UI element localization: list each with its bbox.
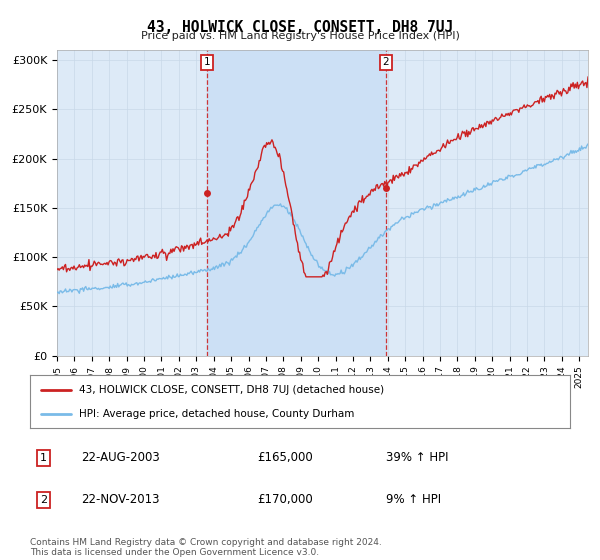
- Text: 39% ↑ HPI: 39% ↑ HPI: [386, 451, 449, 464]
- Text: 43, HOLWICK CLOSE, CONSETT, DH8 7UJ: 43, HOLWICK CLOSE, CONSETT, DH8 7UJ: [147, 20, 453, 35]
- Text: 22-NOV-2013: 22-NOV-2013: [82, 493, 160, 506]
- Text: 1: 1: [40, 453, 47, 463]
- Text: Price paid vs. HM Land Registry's House Price Index (HPI): Price paid vs. HM Land Registry's House …: [140, 31, 460, 41]
- Text: HPI: Average price, detached house, County Durham: HPI: Average price, detached house, Coun…: [79, 409, 354, 419]
- Text: 2: 2: [40, 495, 47, 505]
- Bar: [207, 50, 386, 356]
- Text: 9% ↑ HPI: 9% ↑ HPI: [386, 493, 442, 506]
- Text: £165,000: £165,000: [257, 451, 313, 464]
- Text: 43, HOLWICK CLOSE, CONSETT, DH8 7UJ (detached house): 43, HOLWICK CLOSE, CONSETT, DH8 7UJ (det…: [79, 385, 384, 395]
- Text: 2: 2: [382, 57, 389, 67]
- Text: Contains HM Land Registry data © Crown copyright and database right 2024.
This d: Contains HM Land Registry data © Crown c…: [30, 538, 382, 557]
- Text: 1: 1: [204, 57, 211, 67]
- Text: £170,000: £170,000: [257, 493, 313, 506]
- Text: 22-AUG-2003: 22-AUG-2003: [82, 451, 160, 464]
